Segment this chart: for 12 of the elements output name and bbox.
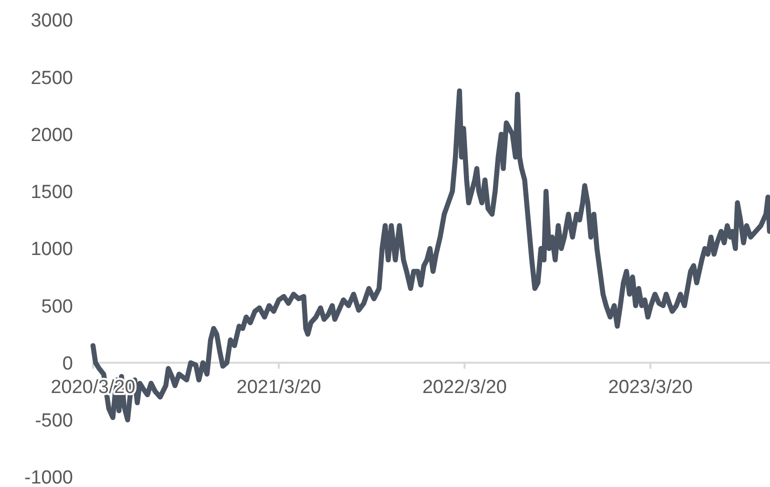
x-tick-label: 2021/3/20: [236, 376, 322, 398]
y-tick-label: 1500: [30, 182, 73, 204]
y-tick-label: 3000: [30, 10, 73, 32]
y-tick-label: 500: [41, 296, 73, 318]
x-tick-label: 2022/3/20: [422, 376, 507, 398]
y-tick-label: 2500: [30, 68, 73, 89]
y-tick-label: -500: [34, 410, 73, 432]
x-tick-label: 2023/3/20: [608, 376, 693, 398]
y-tick-label: 2000: [30, 124, 73, 146]
y-tick-label: 0: [62, 353, 73, 374]
y-tick-label: 1000: [30, 239, 73, 260]
y-tick-label: -1000: [24, 468, 73, 487]
